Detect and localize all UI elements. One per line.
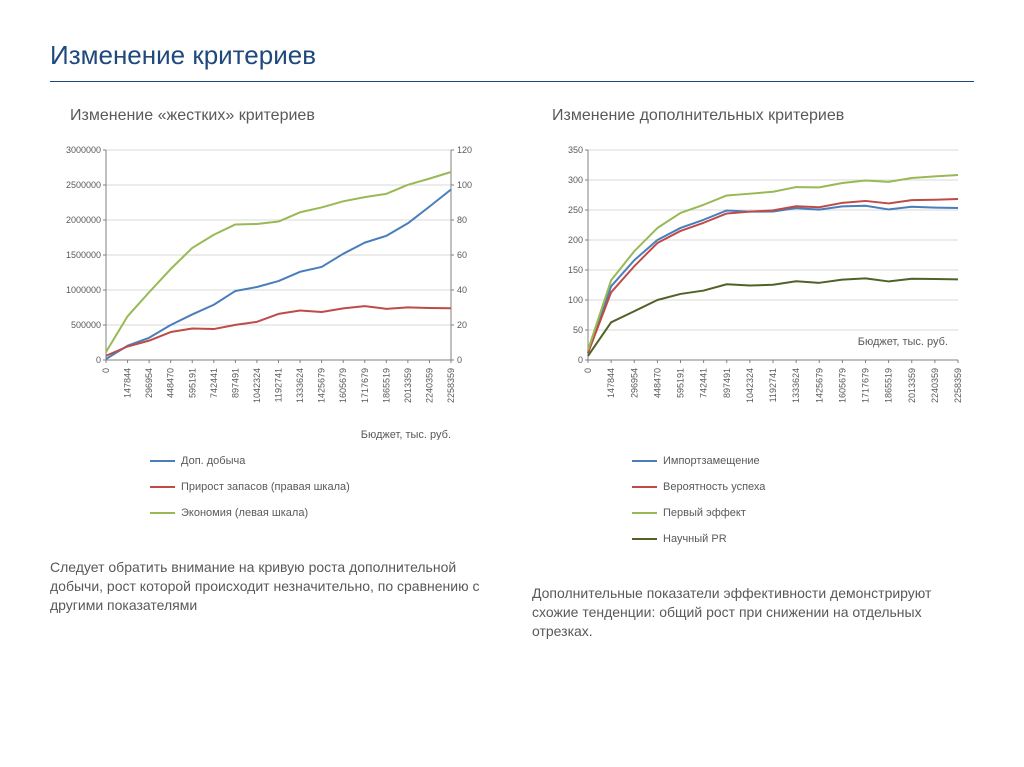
svg-text:40: 40 [457,285,467,295]
legend-label: Вероятность успеха [663,481,765,493]
svg-text:1192741: 1192741 [274,368,284,402]
svg-text:595191: 595191 [676,368,686,398]
svg-text:20: 20 [457,320,467,330]
legend-item: Импортзамещение [632,455,974,467]
legend-item: Прирост запасов (правая шкала) [150,481,492,493]
svg-text:595191: 595191 [187,368,197,398]
svg-text:2013359: 2013359 [907,368,917,403]
svg-text:Бюджет, тыс. руб.: Бюджет, тыс. руб. [361,429,451,440]
charts-row: Изменение «жестких» критериев 0500000100… [50,107,974,641]
legend-swatch [150,460,175,462]
svg-text:147844: 147844 [606,368,616,398]
svg-text:1042324: 1042324 [745,368,755,403]
svg-text:2000000: 2000000 [66,215,101,225]
chart-right-column: Изменение дополнительных критериев 0 50 10… [532,107,974,641]
svg-text:100: 100 [457,180,472,190]
svg-text:500000: 500000 [71,320,101,330]
legend-label: Доп. добыча [181,455,245,467]
svg-text:2240359: 2240359 [930,368,940,403]
svg-text:2258359: 2258359 [446,368,456,403]
chart-left-legend: Доп. добыча Прирост запасов (правая шкала… [150,455,492,533]
svg-text:1865519: 1865519 [381,368,391,403]
legend-swatch [632,538,657,540]
svg-text:Бюджет, тыс. руб.: Бюджет, тыс. руб. [858,336,948,348]
svg-text:2500000: 2500000 [66,180,101,190]
svg-text:150: 150 [568,265,583,275]
chart-left-caption: Следует обратить внимание на кривую рост… [50,558,490,615]
legend-swatch [150,486,175,488]
svg-text:1192741: 1192741 [768,368,778,402]
svg-text:897491: 897491 [722,368,732,398]
svg-text:147844: 147844 [123,368,133,398]
svg-text:1605679: 1605679 [338,368,348,403]
chart-left-title: Изменение «жестких» критериев [70,107,492,125]
legend-item: Доп. добыча [150,455,492,467]
legend-label: Научный PR [663,533,727,545]
svg-text:0: 0 [583,368,593,373]
svg-text:1000000: 1000000 [66,285,101,295]
svg-text:448470: 448470 [166,368,176,398]
legend-item: Первый эффект [632,507,974,519]
legend-item: Экономия (левая шкала) [150,507,492,519]
svg-text:742441: 742441 [209,368,219,398]
chart-right-svg: 0 50 100 150 200 250 300 350 0 147844 296954 448470… [532,140,974,440]
svg-text:200: 200 [568,235,583,245]
svg-text:1717679: 1717679 [861,368,871,403]
svg-text:296954: 296954 [144,368,154,398]
svg-text:1333624: 1333624 [791,368,801,403]
svg-text:100: 100 [568,295,583,305]
svg-text:250: 250 [568,205,583,215]
svg-text:897491: 897491 [230,368,240,398]
svg-text:448470: 448470 [652,368,662,398]
svg-text:1865519: 1865519 [884,368,894,403]
legend-swatch [632,460,657,462]
svg-text:2258359: 2258359 [953,368,963,403]
chart-right-legend: Импортзамещение Вероятность успеха Первый … [632,455,974,559]
chart-left-svg: 0 500000 1000000 1500000 2000000 2500000 30000… [50,140,492,440]
svg-text:1042324: 1042324 [252,368,262,403]
svg-text:50: 50 [573,325,583,335]
svg-text:2013359: 2013359 [403,368,413,403]
svg-text:0: 0 [101,368,111,373]
chart-right-title: Изменение дополнительных критериев [552,107,974,125]
svg-text:120: 120 [457,145,472,155]
svg-text:0: 0 [96,355,101,365]
svg-text:742441: 742441 [699,368,709,398]
svg-text:1500000: 1500000 [66,250,101,260]
legend-label: Прирост запасов (правая шкала) [181,481,350,493]
svg-text:2240359: 2240359 [424,368,434,403]
page-title: Изменение критериев [50,40,974,71]
svg-text:1717679: 1717679 [360,368,370,403]
svg-text:350: 350 [568,145,583,155]
svg-text:300: 300 [568,175,583,185]
svg-text:80: 80 [457,215,467,225]
chart-left-column: Изменение «жестких» критериев 0 500000 100… [50,107,492,641]
legend-label: Экономия (левая шкала) [181,507,308,519]
svg-text:3000000: 3000000 [66,145,101,155]
legend-swatch [632,512,657,514]
svg-text:60: 60 [457,250,467,260]
svg-text:1333624: 1333624 [295,368,305,403]
svg-text:296954: 296954 [629,368,639,398]
legend-label: Импортзамещение [663,455,760,467]
title-rule [50,81,974,82]
svg-text:1605679: 1605679 [837,368,847,403]
svg-text:1425679: 1425679 [814,368,824,403]
chart-right-caption: Дополнительные показатели эффективности … [532,584,972,641]
legend-item: Вероятность успеха [632,481,974,493]
svg-text:1425679: 1425679 [317,368,327,403]
svg-text:0: 0 [457,355,462,365]
legend-label: Первый эффект [663,507,746,519]
legend-item: Научный PR [632,533,974,545]
legend-swatch [150,512,175,514]
svg-text:0: 0 [578,355,583,365]
legend-swatch [632,486,657,488]
